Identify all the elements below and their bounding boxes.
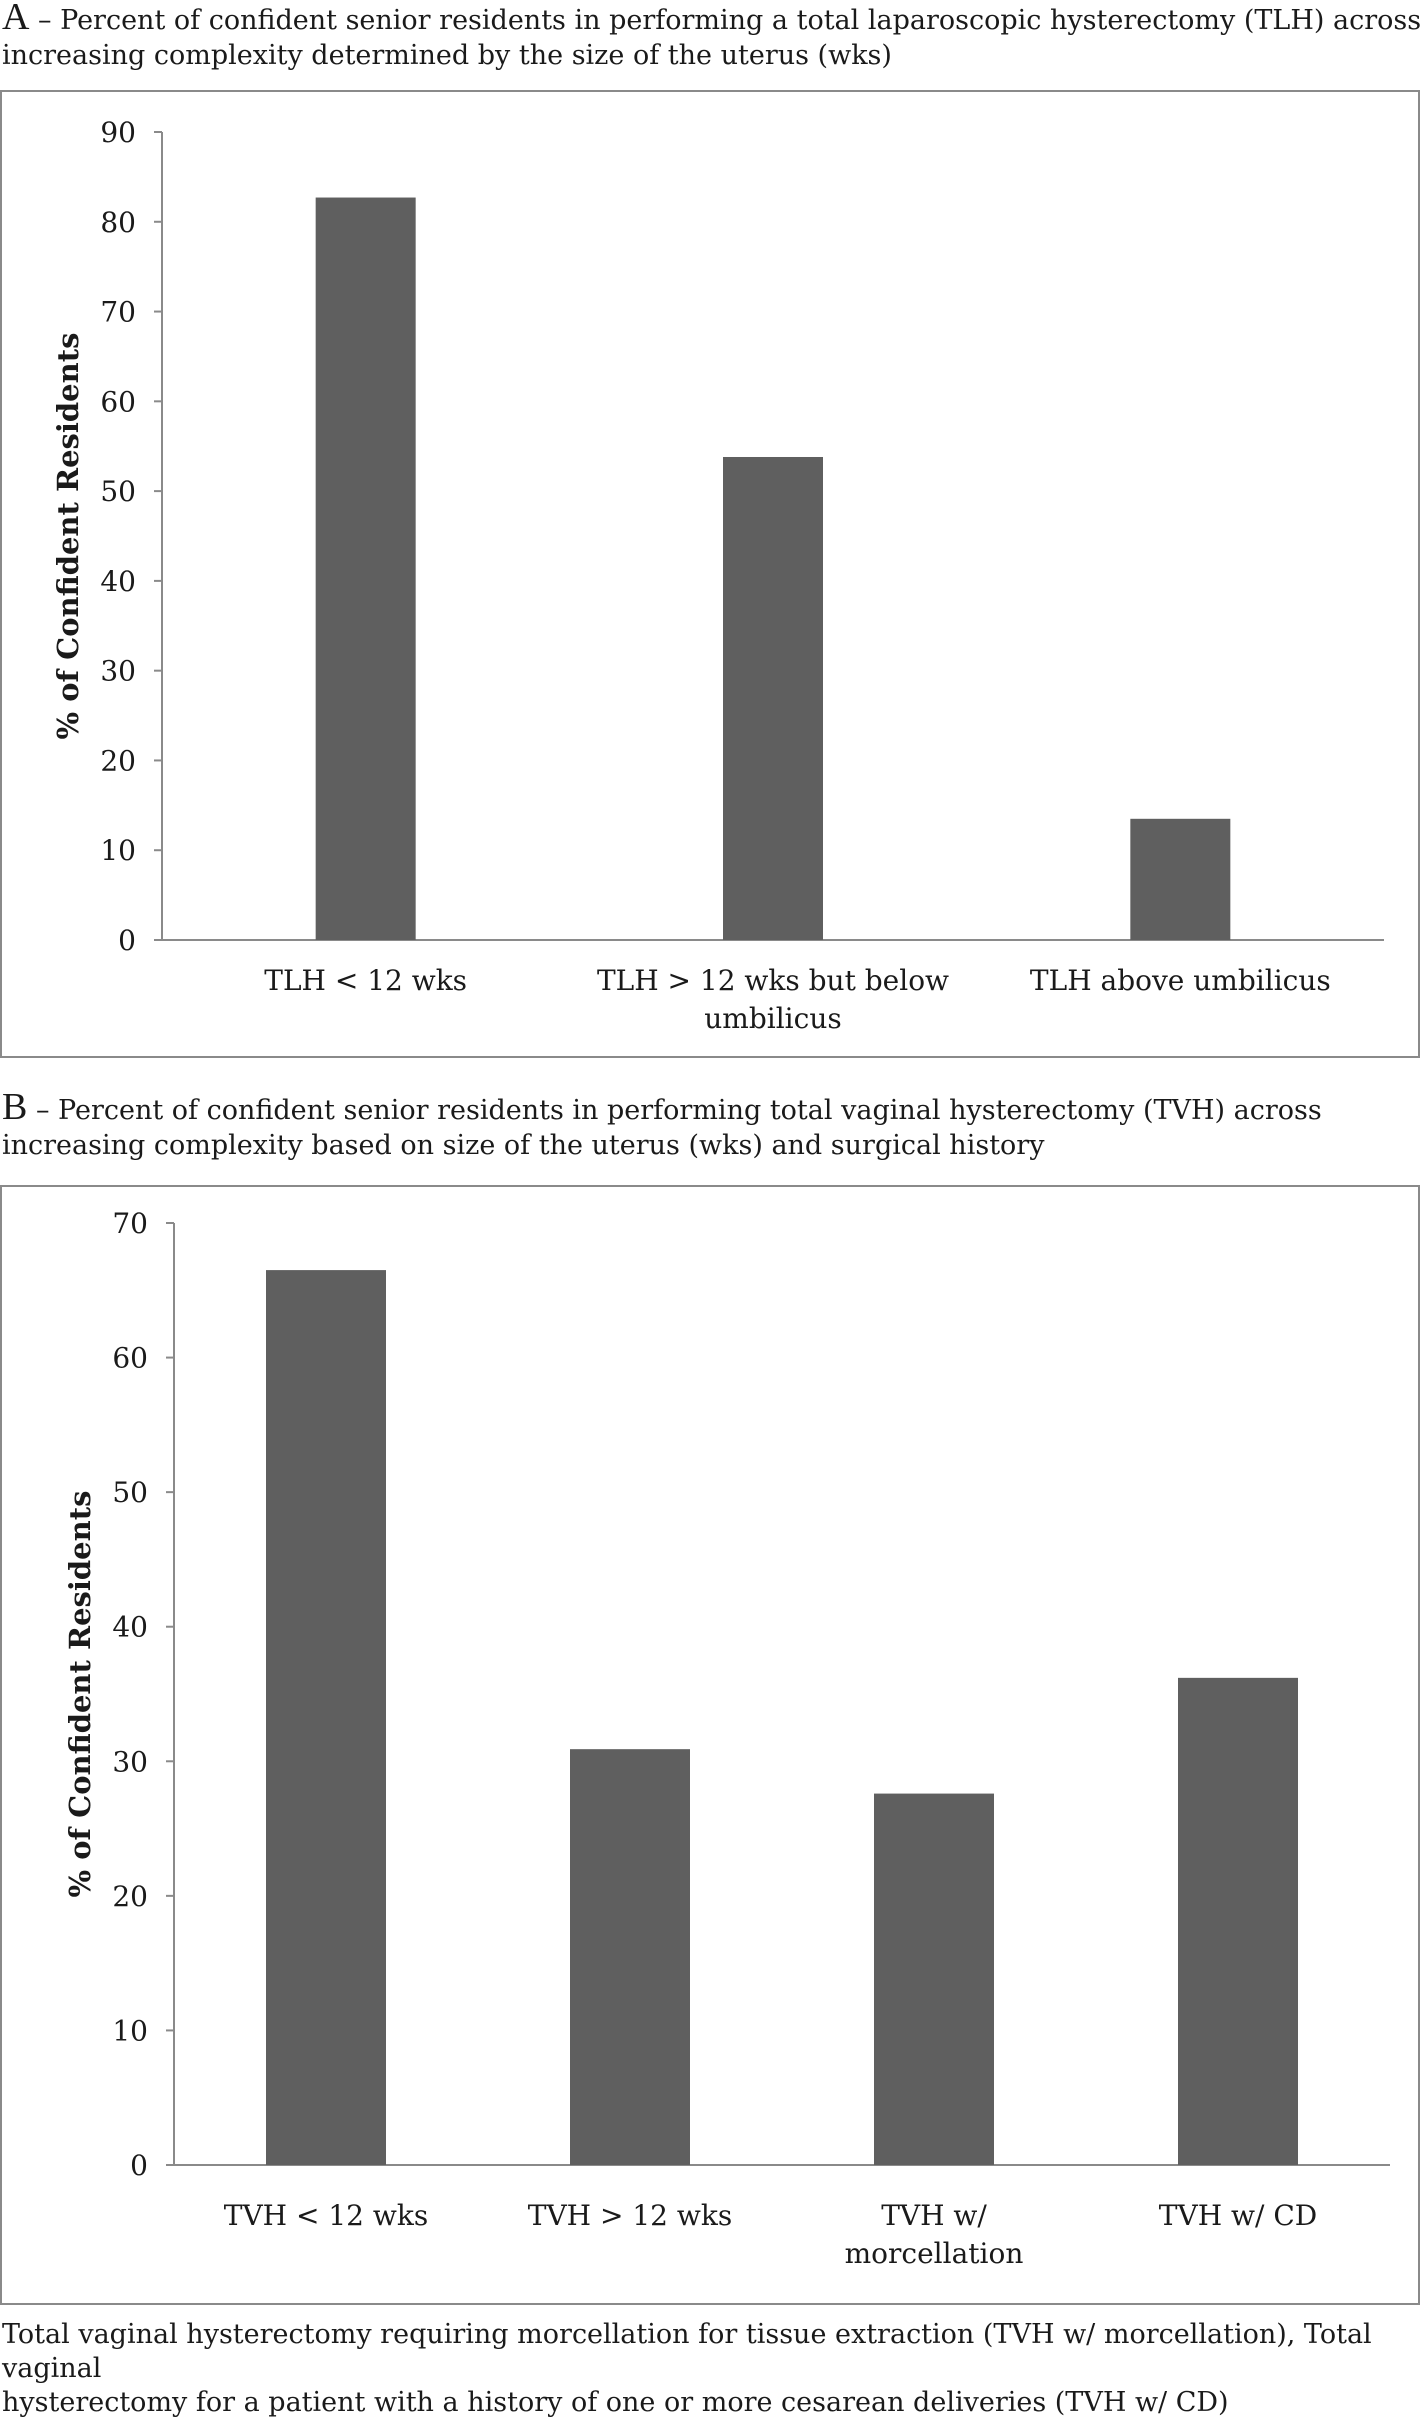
chart-a-y-axis-title: % of Confident Residents (51, 333, 85, 740)
chart-b-svg: 0 10 20 30 40 50 60 70 % of Confident Residents T… (63, 1207, 1390, 2270)
chart-b-caption-line1: – Percent of confident senior residents … (27, 1095, 1322, 1126)
footnote-line1: Total vaginal hysterectomy requiring mor… (2, 2319, 1372, 2384)
chart-b-bar (570, 1749, 690, 2165)
chart-b-bar (874, 1793, 994, 2165)
chart-b-category-label: TVH w/ CD (1159, 2199, 1317, 2232)
chart-a-y-tick-label: 50 (100, 475, 136, 508)
chart-b-y-axis-title: % of Confident Residents (63, 1491, 97, 1898)
chart-a-caption-line2: increasing complexity determined by the … (2, 40, 892, 71)
chart-a-y-tick-label: 70 (100, 296, 136, 329)
chart-a-bar (1130, 818, 1231, 940)
figure-footnote: Total vaginal hysterectomy requiring mor… (2, 2318, 1412, 2420)
chart-a-category-label: umbilicus (704, 1002, 841, 1035)
chart-a-y-tick-label: 80 (100, 206, 136, 239)
chart-a-letter: A (2, 0, 30, 38)
chart-a-category-label: TLH < 12 wks (264, 964, 467, 997)
chart-a-y-tick-label: 40 (100, 565, 136, 598)
chart-b-category-label: TVH w/ (881, 2199, 987, 2232)
chart-b-letter: B (2, 1086, 28, 1128)
chart-a-caption: A – Percent of confident senior resident… (2, 0, 1420, 73)
chart-b-bar (1178, 1677, 1298, 2165)
chart-a-bar (315, 197, 416, 940)
chart-a-y-tick-label: 30 (100, 655, 136, 688)
chart-b-category-label: morcellation (845, 2237, 1024, 2270)
chart-a-category-label: TLH > 12 wks but below (597, 964, 949, 997)
chart-a-y-tick-label: 20 (100, 744, 136, 777)
chart-b-bar (266, 1270, 386, 2165)
chart-a-y-tick-label: 90 (100, 116, 136, 149)
chart-b-frame: 0 10 20 30 40 50 60 70 % of Confident Residents T… (0, 1185, 1420, 2305)
chart-b-caption-line2: increasing complexity based on size of t… (2, 1130, 1045, 1161)
chart-b-y-tick-label: 60 (112, 1342, 148, 1375)
chart-b-category-label: TVH > 12 wks (528, 2199, 732, 2232)
chart-b-y-tick-label: 40 (112, 1611, 148, 1644)
chart-a-y-tick-label: 0 (118, 924, 136, 957)
chart-b-y-tick-label: 0 (130, 2149, 148, 2182)
footnote-line2: hysterectomy for a patient with a histor… (2, 2387, 1229, 2418)
chart-a-y-tick-label: 60 (100, 385, 136, 418)
chart-a-bar (723, 456, 823, 940)
chart-b-y-tick-label: 10 (112, 2014, 148, 2047)
chart-a-svg: 0 10 20 30 40 50 60 70 80 90 % of Confident Reside… (51, 116, 1384, 1035)
chart-b-y-tick-label: 30 (112, 1745, 148, 1778)
chart-b-caption: B – Percent of confident senior resident… (2, 1088, 1322, 1163)
chart-a-frame: 0 10 20 30 40 50 60 70 80 90 % of Confident Reside… (0, 90, 1420, 1058)
chart-b-y-tick-label: 20 (112, 1880, 148, 1913)
chart-b-y-tick-label: 70 (112, 1207, 148, 1240)
chart-b-category-label: TVH < 12 wks (224, 2199, 428, 2232)
chart-a-caption-line1: – Percent of confident senior residents … (29, 5, 1420, 36)
chart-b-y-tick-label: 50 (112, 1476, 148, 1509)
chart-a-y-tick-label: 10 (100, 834, 136, 867)
chart-a-category-label: TLH above umbilicus (1030, 964, 1331, 997)
